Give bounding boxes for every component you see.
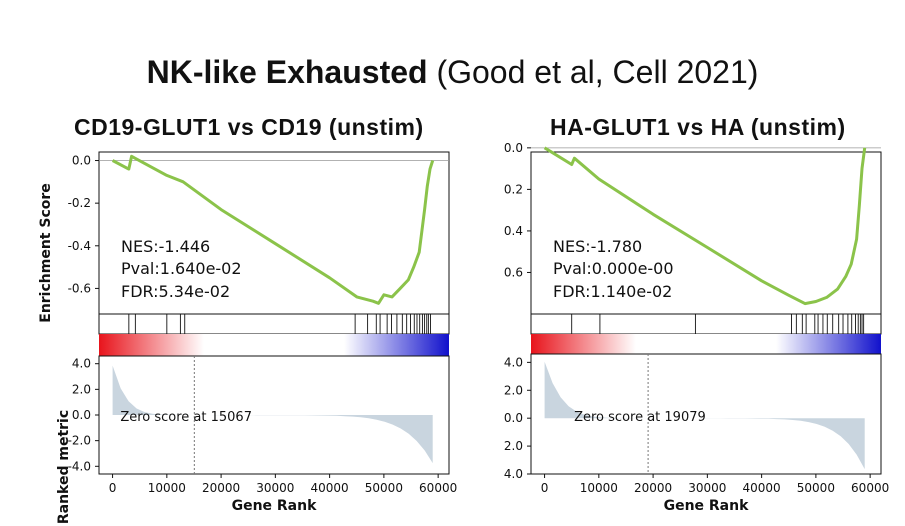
ch2-pval-label: Pval:0.000e-00 [553, 259, 674, 278]
ch2-es-tick-label: 0.4 [504, 224, 523, 238]
ch1-x-tick-label: 50000 [365, 481, 403, 495]
ch1-fdr-label: FDR:5.34e-02 [121, 282, 230, 301]
ch1-es-tick-label: -0.2 [68, 196, 91, 210]
ch1-x-tick-label: 60000 [419, 481, 457, 495]
ch2-enrichment-curve [543, 146, 867, 306]
ch1-es-tick-label: -0.6 [68, 281, 91, 295]
ch2-metric-tick-label: 4.0 [504, 355, 523, 369]
ch2-x-tick-label: 0 [541, 481, 549, 495]
ch2-metric-tick-label: 2.0 [504, 383, 523, 397]
ch2-es-tick-label: 0.0 [504, 141, 523, 155]
ch2-zero-score-label: Zero score at 19079 [574, 410, 706, 425]
ch1-metric-tick-label: -4.0 [68, 459, 91, 473]
ch1-x-tick-label: 20000 [202, 481, 240, 495]
ch2-nes-label: NES:-1.780 [553, 237, 642, 256]
ch1-zero-score-label: Zero score at 15067 [120, 410, 252, 425]
ch1-x-tick-label: 30000 [256, 481, 294, 495]
ch1-xlabel: Gene Rank [232, 498, 318, 514]
ch1-ylabel-metric: Ranked metric [56, 410, 72, 524]
ch1-ylabel-es: Enrichment Score [38, 183, 54, 323]
ch2-fdr-label: FDR:1.140e-02 [553, 282, 672, 301]
page-title: NK-like Exhausted (Good et al, Cell 2021… [0, 54, 905, 91]
ch1-metric-tick-label: 0.0 [72, 408, 91, 422]
ch1-es-tick-label: 0.0 [72, 154, 91, 168]
ch1-es-tick-label: -0.4 [68, 239, 91, 253]
ch2-metric-tick-label: 4.0 [504, 467, 523, 481]
ch1-x-tick-label: 0 [109, 481, 117, 495]
ch2-metric-axes [530, 353, 882, 475]
ch2-x-tick-label: 60000 [851, 481, 889, 495]
ch1-metric-tick-label: 4.0 [72, 357, 91, 371]
ch1-metric-tick-label: 2.0 [72, 382, 91, 396]
ch2-metric-tick-label: 0.0 [504, 411, 523, 425]
ch1-rank-gradient [99, 334, 449, 356]
ch1-nes-label: NES:-1.446 [121, 237, 210, 256]
ch2-x-tick-label: 40000 [743, 481, 781, 495]
ch2-es-tick-label: 0.6 [504, 265, 523, 279]
ch1-metric-tick-label: -2.0 [68, 434, 91, 448]
ch2-metric-tick-label: 2.0 [504, 439, 523, 453]
ch2-x-tick-label: 50000 [797, 481, 835, 495]
ch1-enrichment-curve [111, 154, 435, 305]
ch1-x-tick-label: 10000 [148, 481, 186, 495]
ch2-x-tick-label: 30000 [688, 481, 726, 495]
ch2-xlabel: Gene Rank [664, 498, 750, 514]
ch2-x-tick-label: 20000 [634, 481, 672, 495]
ch2-x-tick-label: 10000 [580, 481, 618, 495]
ch2-hits-axes [530, 313, 882, 335]
chart2-title: HA-GLUT1 vs HA (unstim) [550, 114, 846, 140]
ch1-x-tick-label: 40000 [311, 481, 349, 495]
ch2-es-tick-label: 0.2 [504, 182, 523, 196]
ch2-rank-gradient [531, 334, 881, 354]
page-title-citation: (Good et al, Cell 2021) [436, 54, 759, 90]
chart1-title: CD19-GLUT1 vs CD19 (unstim) [74, 114, 424, 140]
page-title-main: NK-like Exhausted [146, 54, 428, 90]
ch1-pval-label: Pval:1.640e-02 [121, 259, 242, 278]
